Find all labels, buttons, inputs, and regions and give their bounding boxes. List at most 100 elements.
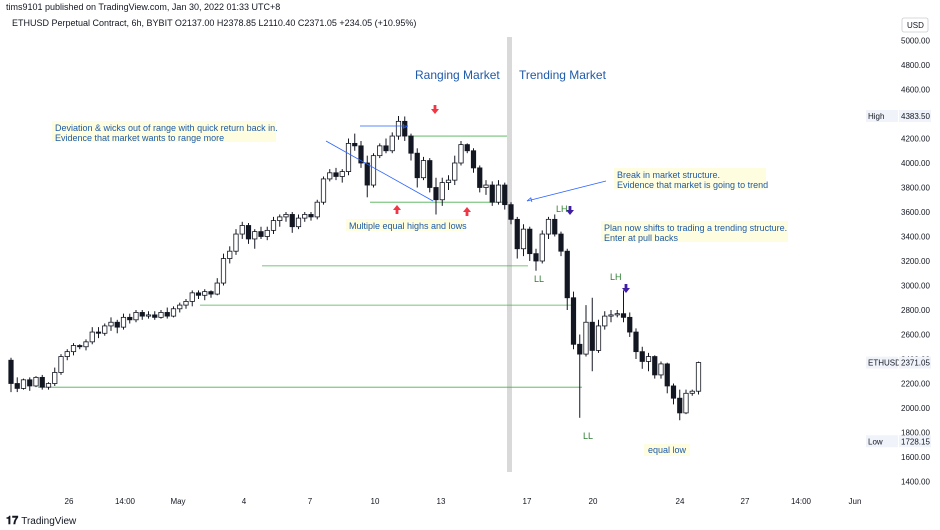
price-chart[interactable]: Deviation & wicks out of range with quic… [0,0,940,510]
candle[interactable] [339,171,345,177]
candle[interactable] [445,179,452,183]
candle[interactable] [277,216,283,221]
candle[interactable] [370,155,377,186]
candle[interactable] [395,120,402,137]
candle[interactable] [414,152,420,179]
candle[interactable] [45,383,52,388]
candle[interactable] [233,233,239,252]
candle[interactable] [514,218,520,250]
candle[interactable] [539,233,545,262]
candle[interactable] [508,204,514,220]
candle[interactable] [389,135,395,152]
candle[interactable] [252,231,258,240]
candle[interactable] [83,341,89,348]
candle[interactable] [70,345,77,353]
candle[interactable] [139,312,145,317]
candle[interactable] [577,343,583,355]
candle[interactable] [202,291,208,296]
candle[interactable] [489,184,495,203]
candle[interactable] [558,233,564,252]
candle[interactable] [127,316,133,321]
candle[interactable] [239,225,245,235]
candle[interactable] [502,184,508,206]
candle[interactable] [152,314,158,318]
candle[interactable] [383,145,389,152]
candle[interactable] [145,314,152,317]
candle[interactable] [195,292,202,296]
candle[interactable] [283,214,289,218]
candle[interactable] [564,250,570,299]
candle[interactable] [102,325,108,334]
candle[interactable] [364,162,370,186]
candle[interactable] [589,321,595,351]
candle[interactable] [214,282,220,295]
candle[interactable] [8,359,14,384]
candle[interactable] [183,301,189,306]
candle[interactable] [595,325,602,351]
candle[interactable] [377,145,383,157]
candle[interactable] [14,383,20,389]
candle[interactable] [570,297,577,345]
candle[interactable] [439,182,445,201]
candle[interactable] [39,376,45,388]
candle[interactable] [220,258,227,284]
candle[interactable] [527,228,533,255]
candle[interactable] [352,142,358,147]
candle[interactable] [95,331,102,334]
candle[interactable] [420,160,427,179]
candle[interactable] [689,390,695,394]
candle[interactable] [208,291,214,295]
candle[interactable] [58,356,64,373]
candle[interactable] [402,120,408,137]
candle[interactable] [245,225,252,240]
candle[interactable] [89,331,95,343]
candle[interactable] [258,231,264,237]
candle[interactable] [452,162,458,181]
candle[interactable] [264,229,270,237]
candle[interactable] [633,331,639,353]
candle[interactable] [639,351,645,362]
candle[interactable] [20,379,27,389]
candle[interactable] [227,250,233,259]
candle[interactable] [427,160,433,188]
candle[interactable] [33,376,39,387]
candle[interactable] [308,214,314,218]
candle[interactable] [170,308,177,317]
candle[interactable] [64,351,70,357]
candle[interactable] [189,292,195,302]
candle[interactable] [433,187,439,201]
candle[interactable] [327,172,333,180]
candle[interactable] [302,214,308,219]
candle[interactable] [602,315,608,327]
candle[interactable] [114,321,120,328]
candle[interactable] [120,316,127,328]
tradingview-footer[interactable]: 𝟏𝟕 TradingView [6,514,76,528]
symbol-info[interactable]: ETHUSD Perpetual Contract, 6h, BYBIT O21… [12,18,417,28]
currency-badge[interactable] [901,17,929,33]
candle[interactable] [77,345,83,348]
candle[interactable] [164,312,170,317]
candle[interactable] [627,316,633,333]
candle[interactable] [320,178,327,203]
candle[interactable] [614,313,620,316]
candle[interactable] [620,313,627,318]
candle[interactable] [583,321,589,355]
candle[interactable] [177,304,183,310]
candle[interactable] [670,385,677,399]
candle[interactable] [608,314,614,317]
candle[interactable] [464,144,470,152]
candle[interactable] [470,150,477,169]
candle[interactable] [458,144,464,164]
candle[interactable] [683,392,689,414]
candle[interactable] [108,321,114,327]
candle[interactable] [133,312,139,321]
candle[interactable] [533,253,539,262]
candle[interactable] [52,372,58,384]
candle[interactable] [695,362,702,392]
candle[interactable] [552,218,558,235]
candle[interactable] [545,218,552,235]
candle[interactable] [652,356,658,376]
candle[interactable] [477,167,483,188]
price-axis[interactable] [898,0,940,510]
candle[interactable] [314,201,320,218]
